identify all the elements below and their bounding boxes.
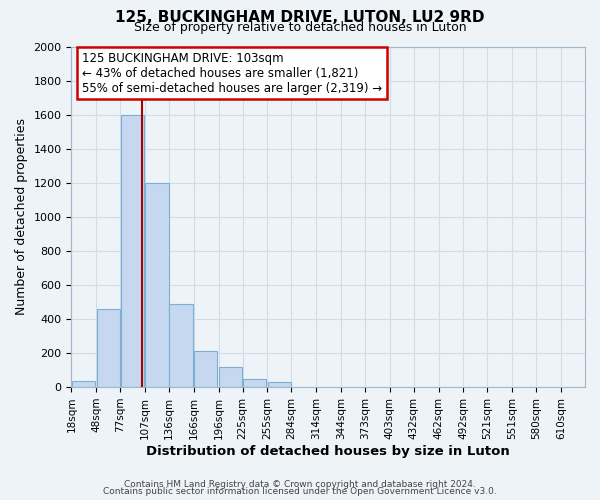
Text: 125, BUCKINGHAM DRIVE, LUTON, LU2 9RD: 125, BUCKINGHAM DRIVE, LUTON, LU2 9RD: [115, 10, 485, 25]
Bar: [169, 304, 193, 387]
Bar: [243, 380, 266, 387]
Bar: [145, 182, 169, 387]
Bar: [72, 381, 95, 387]
Text: Contains HM Land Registry data © Crown copyright and database right 2024.: Contains HM Land Registry data © Crown c…: [124, 480, 476, 489]
Bar: [219, 366, 242, 387]
Bar: [194, 352, 217, 387]
X-axis label: Distribution of detached houses by size in Luton: Distribution of detached houses by size …: [146, 444, 510, 458]
Bar: [268, 382, 291, 387]
Bar: [97, 309, 120, 387]
Y-axis label: Number of detached properties: Number of detached properties: [15, 118, 28, 316]
Bar: [121, 114, 144, 387]
Text: Size of property relative to detached houses in Luton: Size of property relative to detached ho…: [134, 21, 466, 34]
Text: Contains public sector information licensed under the Open Government Licence v3: Contains public sector information licen…: [103, 488, 497, 496]
Text: 125 BUCKINGHAM DRIVE: 103sqm
← 43% of detached houses are smaller (1,821)
55% of: 125 BUCKINGHAM DRIVE: 103sqm ← 43% of de…: [82, 52, 382, 94]
